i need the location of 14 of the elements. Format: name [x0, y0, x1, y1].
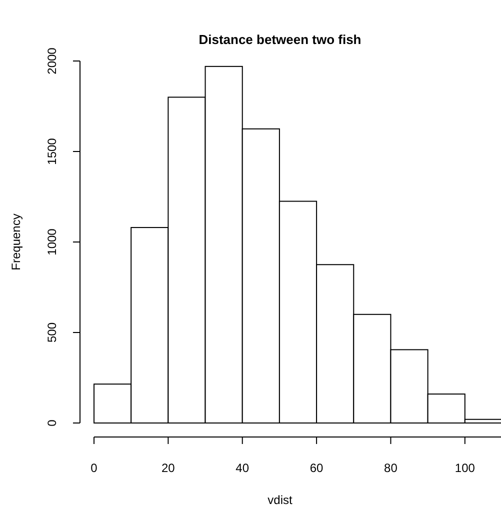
- chart-title: Distance between two fish: [198, 32, 362, 47]
- x-tick-label: 20: [162, 461, 176, 475]
- y-tick-label: 500: [45, 322, 59, 343]
- x-tick-label: 100: [454, 461, 476, 475]
- x-tick-label: 60: [310, 461, 324, 475]
- x-tick-label: 0: [90, 461, 98, 475]
- y-tick-label: 2000: [45, 47, 59, 74]
- y-axis-title: Frequency: [9, 214, 23, 270]
- x-axis-title: vdist: [268, 493, 293, 507]
- y-tick-label: 0: [45, 419, 59, 426]
- y-tick-label: 1000: [45, 228, 59, 256]
- x-tick-label: 80: [384, 461, 398, 475]
- x-tick-label: 40: [236, 461, 250, 475]
- y-tick-label: 1500: [45, 138, 59, 165]
